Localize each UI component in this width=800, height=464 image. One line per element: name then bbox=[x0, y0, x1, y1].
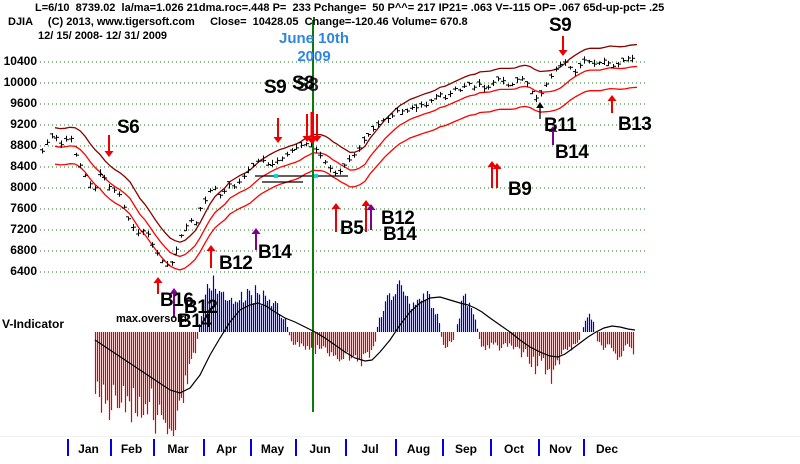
signal-label-b14: B14 bbox=[258, 242, 292, 263]
annotation-line2: 2009 bbox=[297, 48, 331, 65]
quote-line: DJIA (C) 2013, www.tigersoft.com Close= … bbox=[8, 16, 468, 28]
month-label-jun: Jun bbox=[309, 442, 331, 456]
buy-arrow bbox=[487, 161, 497, 167]
buy-arrow bbox=[607, 95, 617, 101]
price-tick-8000: 8000 bbox=[10, 180, 37, 194]
june-10th-annotation: June 10th 2009 bbox=[262, 30, 366, 66]
date-range: 12/ 15/ 2008- 12/ 31/ 2009 bbox=[38, 30, 168, 42]
month-tick bbox=[203, 439, 205, 456]
month-tick bbox=[250, 439, 252, 456]
buy-arrow bbox=[153, 277, 163, 283]
signal-label-b13: B13 bbox=[618, 114, 652, 135]
indicator-stats-line: L=6/10 8739.02 la/ma=1.026 21dma.roc=.44… bbox=[35, 2, 665, 14]
month-label-apr: Apr bbox=[216, 442, 237, 456]
annotation-line1: June 10th bbox=[278, 30, 350, 47]
sell-arrow bbox=[312, 136, 322, 142]
signal-label-s6: S6 bbox=[117, 117, 140, 138]
month-label-dec: Dec bbox=[595, 442, 619, 456]
buy-arrow bbox=[251, 228, 261, 234]
buy-arrow bbox=[492, 163, 502, 169]
month-tick bbox=[442, 439, 444, 456]
month-tick bbox=[490, 439, 492, 456]
month-tick bbox=[395, 439, 397, 456]
month-label-sep: Sep bbox=[454, 442, 478, 456]
max-oversold-label: max.oversold bbox=[116, 313, 187, 325]
signal-label-b12: B12 bbox=[184, 297, 218, 318]
price-tick-8400: 8400 bbox=[10, 159, 37, 173]
signal-label-b9: B9 bbox=[508, 179, 532, 200]
sell-arrow bbox=[104, 151, 114, 157]
v-indicator-label: V-Indicator bbox=[2, 317, 65, 331]
month-label-may: May bbox=[260, 442, 285, 456]
signal-label-b14: B14 bbox=[178, 311, 212, 332]
signal-label-b16: B16 bbox=[160, 290, 194, 311]
month-label-oct: Oct bbox=[503, 442, 525, 456]
month-label-aug: Aug bbox=[406, 442, 431, 456]
month-label-mar: Mar bbox=[167, 442, 189, 456]
price-tick-9200: 9200 bbox=[10, 117, 37, 131]
buy-arrow bbox=[331, 203, 341, 209]
signal-label-b12: B12 bbox=[219, 253, 253, 274]
month-tick bbox=[583, 439, 585, 456]
signal-label-b5: B5 bbox=[340, 218, 364, 239]
month-label-jul: Jul bbox=[361, 442, 379, 456]
sell-arrow bbox=[302, 136, 312, 142]
month-label-feb: Feb bbox=[120, 442, 143, 456]
buy-arrow bbox=[169, 288, 179, 294]
month-tick bbox=[345, 439, 347, 456]
sell-arrow bbox=[558, 50, 568, 56]
month-tick bbox=[67, 439, 69, 456]
month-tick bbox=[153, 439, 155, 456]
price-tick-9600: 9600 bbox=[10, 96, 37, 110]
buy-arrow bbox=[548, 126, 558, 132]
month-tick bbox=[295, 439, 297, 456]
sell-arrow bbox=[306, 138, 318, 144]
signal-label-b14: B14 bbox=[383, 224, 417, 245]
signal-label-s9: S9 bbox=[549, 15, 572, 36]
month-tick bbox=[110, 439, 112, 456]
buy-arrow bbox=[536, 102, 544, 108]
month-label-jan: Jan bbox=[78, 442, 99, 456]
signal-label-s8: S8 bbox=[292, 73, 315, 94]
price-tick-6800: 6800 bbox=[10, 243, 37, 257]
signal-label-b14: B14 bbox=[555, 142, 589, 163]
price-tick-6400: 6400 bbox=[10, 264, 37, 278]
price-tick-7200: 7200 bbox=[10, 222, 37, 236]
sell-arrow bbox=[273, 137, 283, 143]
buy-arrow bbox=[361, 200, 371, 206]
month-axis: Jan Feb Mar Apr May Jun Jul Aug Sep Oct Nov Dec bbox=[0, 436, 800, 461]
price-tick-7600: 7600 bbox=[10, 201, 37, 215]
price-tick-10000: 10000 bbox=[3, 75, 37, 89]
month-tick bbox=[538, 439, 540, 456]
signal-label-s9: S9 bbox=[264, 77, 287, 98]
price-tick-8800: 8800 bbox=[10, 138, 37, 152]
month-label-nov: Nov bbox=[549, 442, 572, 456]
buy-arrow bbox=[206, 245, 216, 251]
buy-arrow bbox=[366, 204, 376, 210]
price-tick-10400: 10400 bbox=[3, 54, 37, 68]
signal-label-b11: B11 bbox=[544, 115, 577, 136]
signal-label-b12: B12 bbox=[381, 208, 415, 229]
